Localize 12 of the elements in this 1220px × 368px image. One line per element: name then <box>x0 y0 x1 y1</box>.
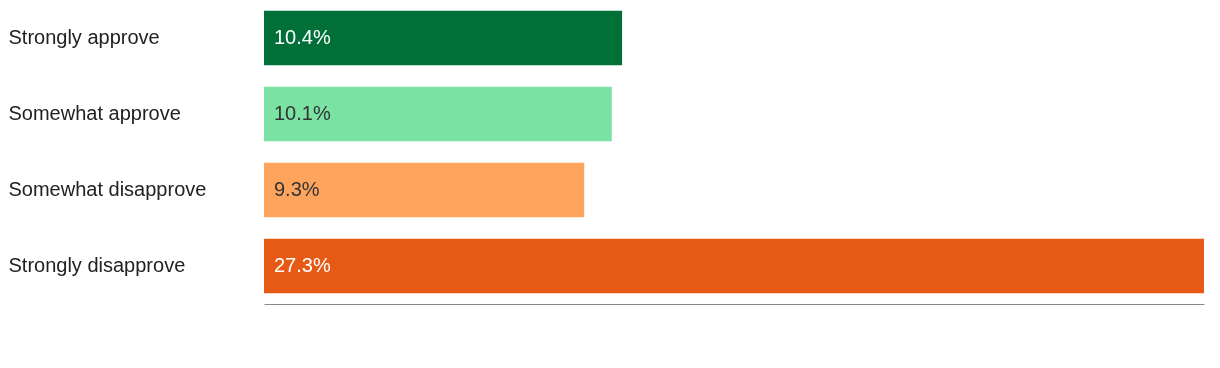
y-tick-label: Strongly disapprove <box>8 254 186 276</box>
bar <box>264 86 612 142</box>
y-tick-label: Somewhat disapprove <box>8 178 207 200</box>
data-label: 27.3% <box>274 254 331 276</box>
bar <box>264 162 585 218</box>
data-label: 9.3% <box>274 178 320 200</box>
bar <box>264 10 623 66</box>
y-tick-label: Strongly approve <box>8 26 160 48</box>
data-label: 10.4% <box>274 26 331 48</box>
bar <box>264 238 1204 294</box>
data-label: 10.1% <box>274 102 331 124</box>
y-tick-label: Somewhat approve <box>8 102 181 124</box>
